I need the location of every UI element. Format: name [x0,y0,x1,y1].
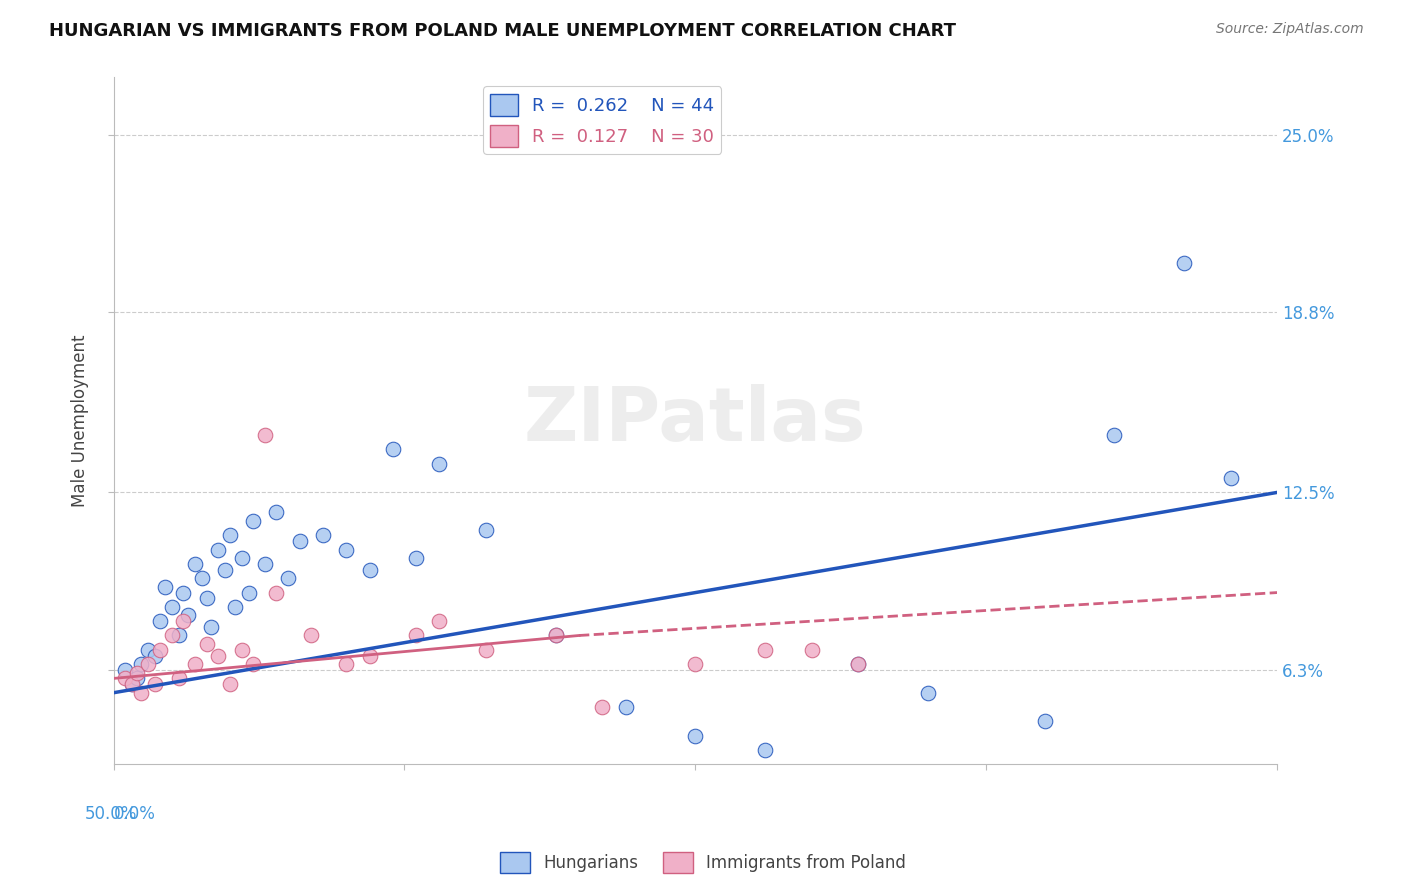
Point [195,591,218,606]
Point [685,657,707,672]
Point [1104,428,1126,442]
Point [114,663,136,677]
Point [167,672,190,686]
Point [405,551,427,566]
Point [685,729,707,743]
Point [242,514,264,528]
Legend: R =  0.262    N = 44, R =  0.127    N = 30: R = 0.262 N = 44, R = 0.127 N = 30 [484,87,721,154]
Point [299,628,322,642]
Point [160,628,183,642]
Point [172,585,194,599]
Text: ZIPatlas: ZIPatlas [524,384,866,458]
Point [114,672,136,686]
Point [429,457,451,471]
Point [429,614,451,628]
Point [184,657,207,672]
Point [195,637,218,651]
Point [149,614,172,628]
Point [846,657,869,672]
Point [149,642,172,657]
Point [475,523,498,537]
Point [1219,471,1241,485]
Text: HUNGARIAN VS IMMIGRANTS FROM POLAND MALE UNEMPLOYMENT CORRELATION CHART: HUNGARIAN VS IMMIGRANTS FROM POLAND MALE… [49,22,956,40]
Point [145,648,167,663]
Point [253,557,276,571]
Point [277,571,299,585]
Point [335,542,357,557]
Text: 50.0%: 50.0% [84,805,136,823]
Point [214,563,236,577]
Point [238,585,260,599]
Point [1033,714,1056,729]
Point [242,657,264,672]
Point [167,628,190,642]
Point [219,528,242,542]
Point [125,665,148,680]
Point [172,614,194,628]
Point [381,442,404,457]
Point [138,642,160,657]
Y-axis label: Male Unemployment: Male Unemployment [72,334,89,508]
Point [145,677,167,691]
Point [125,672,148,686]
Point [544,628,567,642]
Point [207,542,229,557]
Point [177,608,200,623]
Point [614,700,637,714]
Point [200,620,222,634]
Text: 0.0%: 0.0% [114,805,156,823]
Point [207,648,229,663]
Point [800,642,823,657]
Point [335,657,357,672]
Point [253,428,276,442]
Point [138,657,160,672]
Point [219,677,242,691]
Point [475,642,498,657]
Point [231,551,253,566]
Point [544,628,567,642]
Point [231,642,253,657]
Point [359,648,381,663]
Legend: Hungarians, Immigrants from Poland: Hungarians, Immigrants from Poland [494,846,912,880]
Point [846,657,869,672]
Point [288,534,311,549]
Point [591,700,613,714]
Point [131,686,153,700]
Point [266,505,288,519]
Point [917,686,939,700]
Point [121,677,143,691]
Point [1173,256,1195,270]
Point [191,571,214,585]
Point [754,743,776,757]
Point [121,677,143,691]
Point [160,599,183,614]
Point [153,580,176,594]
Point [266,585,288,599]
Point [224,599,246,614]
Point [184,557,207,571]
Point [312,528,335,542]
Point [131,657,153,672]
Point [754,642,776,657]
Point [405,628,427,642]
Point [359,563,381,577]
Text: Source: ZipAtlas.com: Source: ZipAtlas.com [1216,22,1364,37]
